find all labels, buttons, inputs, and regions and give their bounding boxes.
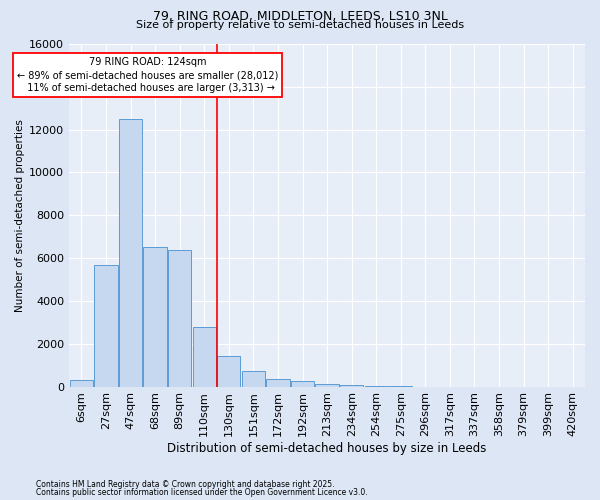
Bar [316, 384, 339, 386]
Bar [291, 381, 314, 386]
Bar [143, 248, 167, 386]
Text: Size of property relative to semi-detached houses in Leeds: Size of property relative to semi-detach… [136, 20, 464, 30]
Bar [94, 264, 118, 386]
Bar [242, 370, 265, 386]
X-axis label: Distribution of semi-detached houses by size in Leeds: Distribution of semi-detached houses by … [167, 442, 487, 455]
Text: Contains public sector information licensed under the Open Government Licence v3: Contains public sector information licen… [36, 488, 368, 497]
Bar [266, 379, 290, 386]
Bar [168, 250, 191, 386]
Bar [70, 380, 93, 386]
Bar [193, 326, 216, 386]
Bar [119, 119, 142, 386]
Y-axis label: Number of semi-detached properties: Number of semi-detached properties [15, 119, 25, 312]
Text: 79 RING ROAD: 124sqm
← 89% of semi-detached houses are smaller (28,012)
  11% of: 79 RING ROAD: 124sqm ← 89% of semi-detac… [17, 57, 278, 93]
Text: 79, RING ROAD, MIDDLETON, LEEDS, LS10 3NL: 79, RING ROAD, MIDDLETON, LEEDS, LS10 3N… [152, 10, 448, 23]
Bar [217, 356, 241, 386]
Text: Contains HM Land Registry data © Crown copyright and database right 2025.: Contains HM Land Registry data © Crown c… [36, 480, 335, 489]
